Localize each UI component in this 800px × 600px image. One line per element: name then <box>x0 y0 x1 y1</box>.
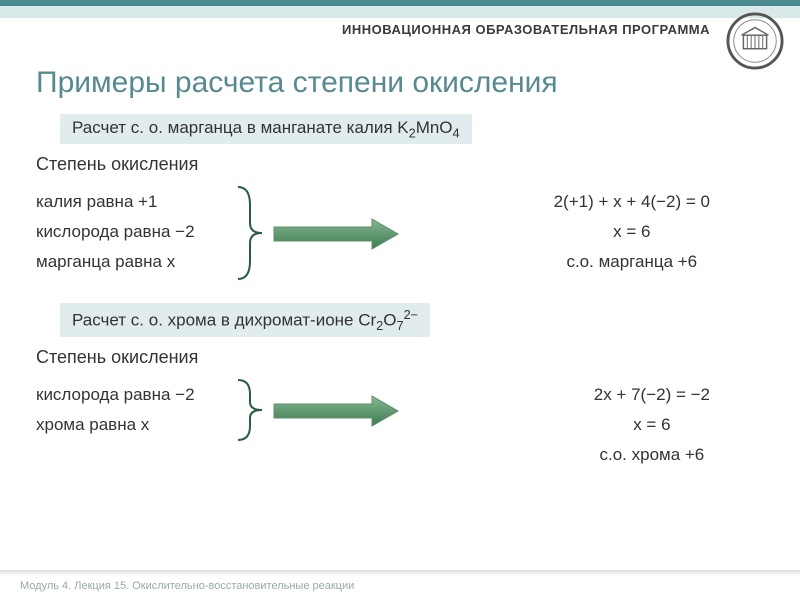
example1-box: Расчет с. о. марганца в манганате калия … <box>60 114 472 144</box>
institution-logo-icon <box>726 12 784 70</box>
footer-text: Модуль 4. Лекция 15. Окислительно-восста… <box>20 580 354 592</box>
mid: MnO <box>416 118 453 137</box>
bracket-icon <box>236 185 266 281</box>
line: x = 6 <box>594 410 710 440</box>
example1-box-text: Расчет с. о. марганца в манганате калия … <box>72 118 409 137</box>
line: с.о. марганца +6 <box>554 247 710 277</box>
line: 2x + 7(−2) = −2 <box>594 380 710 410</box>
program-label: ИННОВАЦИОННАЯ ОБРАЗОВАТЕЛЬНАЯ ПРОГРАММА <box>342 22 710 37</box>
example2-right-calc: 2x + 7(−2) = −2 x = 6 с.о. хрома +6 <box>594 380 710 470</box>
example2-box: Расчет с. о. хрома в дихромат-ионе Cr2O7… <box>60 303 430 337</box>
line: кислорода равна −2 <box>36 380 195 410</box>
example2-box-text: Расчет с. о. хрома в дихромат-ионе Cr <box>72 311 376 330</box>
footer-shadow <box>0 570 800 576</box>
example2-subhead: Степень окисления <box>36 347 800 368</box>
page-title: Примеры расчета степени окисления <box>36 66 800 100</box>
sub2: 4 <box>453 125 460 140</box>
example1-block: калия равна +1 кислорода равна −2 марган… <box>36 179 800 289</box>
example1-left-list: калия равна +1 кислорода равна −2 марган… <box>36 187 195 277</box>
example2-left-list: кислорода равна −2 хрома равна x <box>36 380 195 440</box>
example2-block: кислорода равна −2 хрома равна x 2x + 7(… <box>36 372 800 462</box>
line: калия равна +1 <box>36 187 195 217</box>
line: кислорода равна −2 <box>36 217 195 247</box>
arrow-icon <box>272 394 402 428</box>
line: 2(+1) + x + 4(−2) = 0 <box>554 187 710 217</box>
line: хрома равна x <box>36 410 195 440</box>
example1-subhead: Степень окисления <box>36 154 800 175</box>
bracket-icon <box>236 378 266 442</box>
sup: 2− <box>404 307 419 322</box>
arrow-icon <box>272 217 402 251</box>
line: с.о. хрома +6 <box>594 440 710 470</box>
line: марганца равна x <box>36 247 195 277</box>
sub: 2 <box>409 125 416 140</box>
header-sub-bar <box>0 6 800 18</box>
line: x = 6 <box>554 217 710 247</box>
sub2: 7 <box>397 318 404 333</box>
example1-right-calc: 2(+1) + x + 4(−2) = 0 x = 6 с.о. марганц… <box>554 187 710 277</box>
mid: O <box>383 311 396 330</box>
